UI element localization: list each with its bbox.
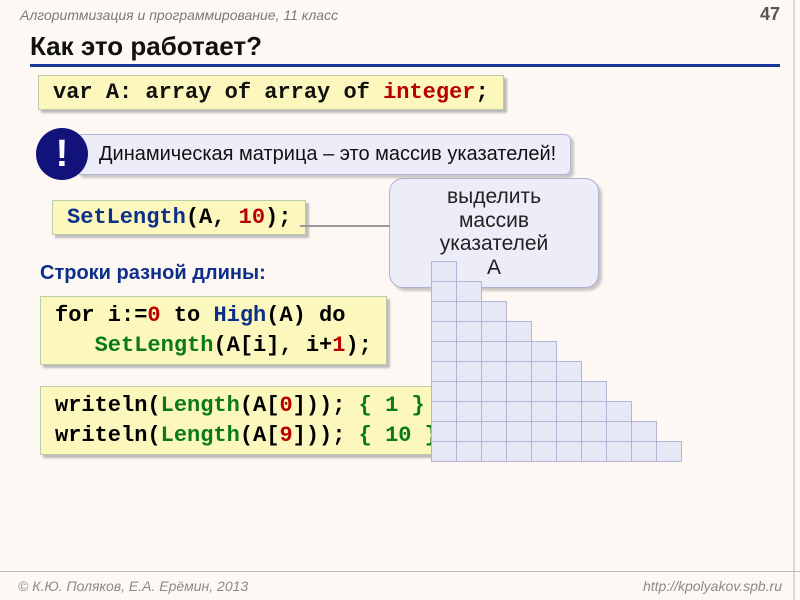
stair-cell — [531, 441, 557, 462]
footer-copyright: © К.Ю. Поляков, Е.А. Ерёмин, 2013 — [18, 578, 248, 594]
stair-cell — [531, 401, 557, 422]
stair-cell — [581, 381, 607, 402]
page-number: 47 — [760, 4, 780, 25]
stair-cell — [481, 421, 507, 442]
stair-row — [432, 362, 682, 382]
stair-cell — [506, 381, 532, 402]
stair-row — [432, 282, 682, 302]
stair-cell — [431, 361, 457, 382]
stair-row — [432, 422, 682, 442]
stair-cell — [481, 381, 507, 402]
stair-cell — [606, 441, 632, 462]
stair-cell — [456, 401, 482, 422]
stair-cell — [431, 301, 457, 322]
header-subject: Алгоритмизация и программирование, 11 кл… — [20, 7, 338, 23]
stair-cell — [481, 361, 507, 382]
stair-cell — [431, 281, 457, 302]
stair-cell — [456, 321, 482, 342]
stair-cell — [581, 401, 607, 422]
stair-cell — [481, 341, 507, 362]
footer-url: http://kpolyakov.spb.ru — [643, 578, 782, 594]
stair-cell — [531, 421, 557, 442]
stair-row — [432, 402, 682, 422]
stair-cell — [531, 341, 557, 362]
stair-cell — [506, 321, 532, 342]
stair-row — [432, 442, 682, 462]
stair-cell — [531, 361, 557, 382]
page-title: Как это работает? — [30, 31, 780, 67]
stair-cell — [431, 421, 457, 442]
stair-row — [432, 382, 682, 402]
stair-row — [432, 262, 682, 282]
stair-cell — [556, 421, 582, 442]
bubble-line: массив — [400, 209, 588, 233]
stair-cell — [506, 441, 532, 462]
stair-cell — [481, 321, 507, 342]
stair-cell — [456, 301, 482, 322]
code-setlength: SetLength(A, 10); — [52, 200, 306, 235]
code-var-decl: var A: array of array of integer; — [38, 75, 504, 110]
stair-cell — [506, 421, 532, 442]
stair-row — [432, 342, 682, 362]
stair-cell — [506, 341, 532, 362]
stair-cell — [456, 421, 482, 442]
stair-cell — [431, 341, 457, 362]
stair-row — [432, 302, 682, 322]
stair-cell — [456, 281, 482, 302]
code-for-loop: for i:=0 to High(A) do SetLength(A[i], i… — [40, 296, 387, 365]
staircase-diagram — [432, 262, 682, 462]
stair-cell — [581, 421, 607, 442]
stair-cell — [606, 401, 632, 422]
stair-cell — [431, 401, 457, 422]
stair-cell — [631, 441, 657, 462]
stair-cell — [431, 321, 457, 342]
stair-cell — [506, 401, 532, 422]
bubble-line: выделить — [400, 185, 588, 209]
stair-cell — [656, 441, 682, 462]
stair-cell — [556, 441, 582, 462]
stair-cell — [456, 341, 482, 362]
stair-cell — [506, 361, 532, 382]
stair-cell — [456, 441, 482, 462]
stair-cell — [606, 421, 632, 442]
stair-cell — [456, 361, 482, 382]
stair-cell — [431, 441, 457, 462]
stair-cell — [581, 441, 607, 462]
stair-cell — [556, 361, 582, 382]
subtitle-rows: Строки разной длины: — [40, 262, 266, 285]
stair-cell — [631, 421, 657, 442]
stair-cell — [531, 381, 557, 402]
bubble-line: указателей — [400, 232, 588, 256]
stair-cell — [556, 381, 582, 402]
stair-cell — [456, 381, 482, 402]
code-writeln: writeln(Length(A[0])); { 1 } writeln(Len… — [40, 386, 453, 455]
stair-row — [432, 322, 682, 342]
stair-cell — [431, 381, 457, 402]
stair-cell — [431, 261, 457, 282]
exclamation-icon: ! — [36, 128, 88, 180]
stair-cell — [481, 401, 507, 422]
stair-cell — [556, 401, 582, 422]
stair-cell — [481, 441, 507, 462]
callout-dynamic-matrix: Динамическая матрица – это массив указат… — [76, 134, 571, 175]
stair-cell — [481, 301, 507, 322]
